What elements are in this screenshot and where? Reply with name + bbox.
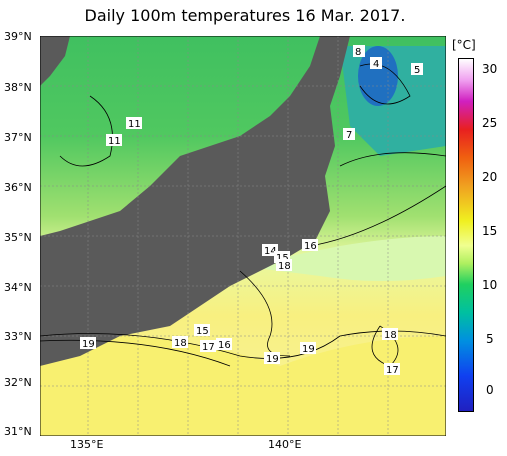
contour-label-group: 8 4 5 11 11 7 14 15 16 18 15 19 18 17 16…	[80, 45, 423, 376]
lat-label: 32°N	[4, 376, 32, 389]
colorbar-tick: 30	[482, 62, 498, 76]
lat-label: 34°N	[4, 281, 32, 294]
korea-land	[40, 36, 70, 86]
contour-label: 15	[196, 326, 209, 337]
colorbar-tick: 10	[482, 278, 498, 292]
contour-label: 8	[355, 47, 361, 58]
colorbar-tick: 25	[482, 116, 498, 130]
kuroshio-area	[40, 334, 446, 436]
contour-label: 19	[82, 339, 95, 350]
lat-label: 38°N	[4, 81, 32, 94]
contour-label: 18	[174, 338, 187, 349]
lat-label: 33°N	[4, 330, 32, 343]
colorbar-tick: 0	[486, 383, 494, 397]
lat-label: 35°N	[4, 231, 32, 244]
contour-label: 5	[414, 65, 420, 76]
colorbar-tick: 20	[482, 170, 498, 184]
map-title: Daily 100m temperatures 16 Mar. 2017.	[84, 6, 406, 25]
contour-label: 16	[218, 340, 231, 351]
japan-land	[40, 36, 350, 366]
contour-label: 17	[386, 365, 399, 376]
contour-label: 19	[302, 344, 315, 355]
contour-label: 14	[264, 246, 277, 257]
contour-label: 18	[384, 330, 397, 341]
lat-label: 37°N	[4, 131, 32, 144]
lat-label: 39°N	[4, 30, 32, 43]
lat-label: 36°N	[4, 181, 32, 194]
colorbar-unit-label: [°C]	[452, 38, 476, 52]
temperature-map: 8 4 5 11 11 7 14 15 16 18 15 19 18 17 16…	[40, 36, 446, 436]
temperature-colorbar	[458, 58, 474, 412]
contour-label: 11	[108, 136, 121, 147]
contour-label: 15	[276, 253, 289, 264]
contour-label: 11	[128, 119, 141, 130]
contour-label: 16	[304, 241, 317, 252]
contour-label: 4	[373, 59, 379, 70]
contour-label: 18	[278, 261, 291, 272]
colorbar-tick: 5	[486, 332, 494, 346]
lon-label: 135°E	[70, 438, 104, 451]
colorbar-tick: 15	[482, 224, 498, 238]
contour-label: 19	[266, 354, 279, 365]
lat-label: 31°N	[4, 425, 32, 438]
lon-label: 140°E	[268, 438, 302, 451]
contour-label: 17	[202, 342, 215, 353]
contour-label: 7	[346, 130, 352, 141]
